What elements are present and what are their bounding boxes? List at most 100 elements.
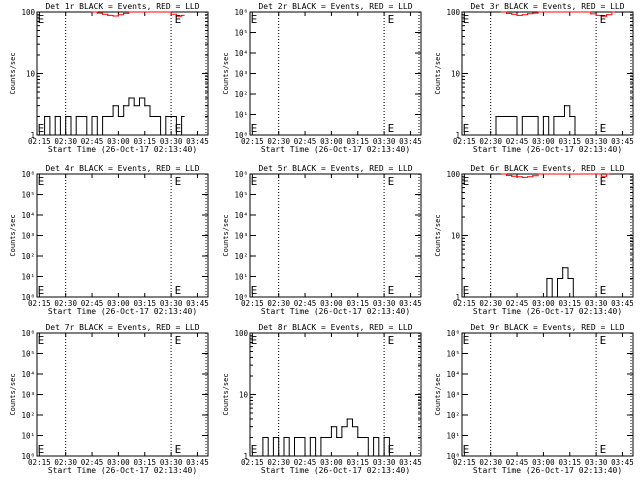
x-tick-label: 02:30 [267, 137, 290, 146]
event-marker-bottom: E [600, 122, 607, 135]
x-tick-label: 02:15 [453, 137, 476, 146]
x-tick-label: 03:15 [558, 137, 581, 146]
y-tick-label: 10⁶ [446, 329, 460, 338]
events-series-line [490, 105, 578, 136]
data-point [542, 115, 545, 118]
y-tick-label: 10 [451, 70, 461, 79]
event-marker-top: E [175, 13, 182, 26]
y-tick-label: 10⁰ [21, 293, 35, 302]
data-point [159, 134, 162, 136]
data-point [54, 115, 56, 118]
x-tick-label: 03:00 [320, 137, 343, 146]
data-point [320, 436, 322, 439]
x-tick-label: 02:45 [294, 299, 317, 308]
data-point [490, 134, 492, 136]
event-marker-bottom: E [38, 443, 45, 456]
event-marker-bottom: E [251, 122, 258, 135]
y-tick-label: 10² [234, 90, 248, 99]
data-point [537, 134, 539, 136]
x-tick-label: 03:45 [399, 137, 422, 146]
plot-frame [249, 11, 422, 136]
data-point [314, 455, 317, 457]
x-tick-label: 03:15 [346, 137, 369, 146]
y-tick-label: 10⁶ [21, 170, 35, 179]
data-point [611, 11, 613, 13]
y-tick-label: 10³ [446, 391, 460, 400]
y-axis-label: Counts/sec [222, 373, 230, 415]
x-axis-label: Start Time (26-Oct-17 02:13:40) [48, 307, 197, 316]
data-point [44, 115, 46, 118]
y-tick-label: 10⁵ [234, 191, 248, 200]
y-tick-label: 10³ [234, 70, 248, 79]
y-tick-label: 10⁰ [446, 452, 460, 461]
event-marker-bottom: E [251, 284, 258, 297]
data-point [175, 15, 177, 17]
y-tick-label: 10⁰ [234, 131, 248, 140]
event-marker-bottom: E [388, 284, 395, 297]
data-point [569, 115, 571, 118]
data-point [516, 14, 518, 17]
data-point [558, 115, 560, 118]
x-tick-label: 03:45 [611, 458, 634, 467]
data-point [600, 15, 602, 17]
x-tick-label: 03:00 [532, 299, 555, 308]
x-tick-label: 02:30 [267, 299, 290, 308]
x-tick-label: 02:15 [453, 458, 476, 467]
event-marker-bottom: E [463, 284, 470, 297]
x-axis-label: Start Time (26-Oct-17 02:13:40) [48, 466, 197, 475]
event-marker-bottom: E [38, 284, 45, 297]
x-tick-label: 02:45 [81, 458, 104, 467]
x-tick-label: 02:45 [81, 299, 104, 308]
x-tick-label: 03:30 [585, 458, 608, 467]
x-tick-label: 02:15 [28, 299, 51, 308]
data-point [378, 455, 380, 457]
data-point [537, 173, 539, 175]
data-point [516, 176, 518, 178]
x-tick-label: 02:15 [241, 458, 264, 467]
data-point [532, 175, 534, 177]
data-point [562, 267, 564, 269]
data-point [606, 14, 608, 16]
data-point [357, 436, 359, 439]
data-point [548, 134, 550, 136]
x-tick-label: 02:30 [54, 137, 77, 146]
x-tick-label: 03:15 [346, 299, 369, 308]
x-tick-label: 02:30 [479, 137, 502, 146]
event-marker-top: E [251, 334, 258, 347]
y-tick-label: 10⁴ [21, 370, 35, 379]
event-marker-top: E [175, 334, 182, 347]
data-point [128, 97, 130, 99]
data-point [101, 115, 104, 118]
y-tick-label: 1 [455, 293, 460, 302]
event-marker-top: E [175, 175, 182, 188]
data-point [107, 115, 109, 118]
y-tick-label: 1 [30, 131, 35, 140]
data-point [181, 115, 183, 118]
x-tick-label: 02:45 [506, 299, 529, 308]
event-marker-top: E [251, 13, 258, 26]
x-tick-label: 03:00 [320, 299, 343, 308]
x-tick-label: 03:45 [186, 299, 209, 308]
y-tick-label: 10² [446, 411, 460, 420]
data-point [330, 426, 333, 428]
data-point [101, 13, 104, 15]
data-point [49, 134, 51, 136]
event-marker-top: E [38, 334, 45, 347]
data-point [595, 173, 597, 175]
x-axis-label: Start Time (26-Oct-17 02:13:40) [48, 145, 197, 154]
y-axis-label: Counts/sec [434, 214, 442, 256]
x-tick-label: 03:45 [611, 137, 634, 146]
data-point [546, 277, 548, 280]
x-tick-label: 03:00 [532, 458, 555, 467]
chart-title: Det 8r BLACK = Events, RED = LLD [258, 323, 412, 332]
data-point [521, 115, 523, 118]
data-point [38, 134, 40, 136]
event-marker-top: E [251, 175, 258, 188]
y-tick-label: 1 [243, 452, 248, 461]
data-point [175, 134, 177, 136]
event-marker-top: E [388, 334, 395, 347]
x-axis-label: Start Time (26-Oct-17 02:13:40) [473, 466, 622, 475]
event-marker-top: E [600, 13, 607, 26]
